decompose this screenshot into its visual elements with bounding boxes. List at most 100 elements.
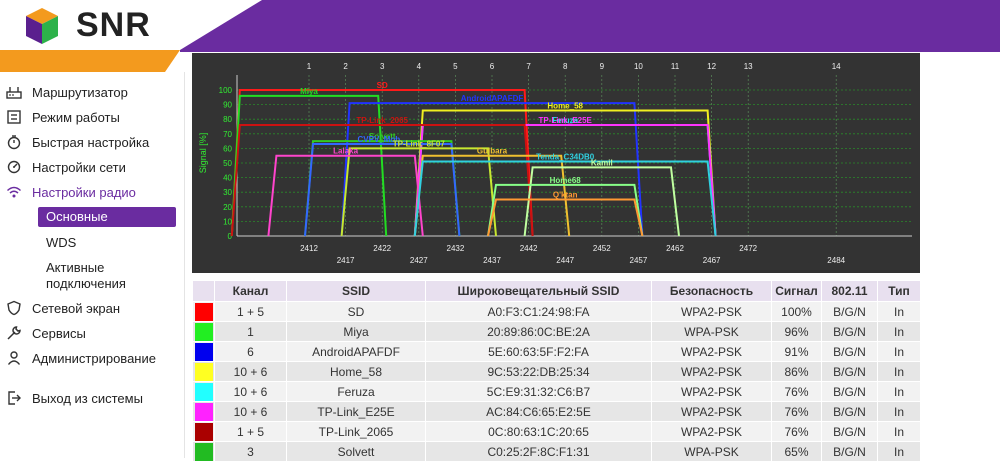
sidebar-item-label: Маршрутизатор xyxy=(32,84,128,100)
network-signal-curve xyxy=(487,183,644,237)
cell-signal: 65% xyxy=(771,441,822,462)
cell-signal: 76% xyxy=(771,401,822,422)
cell-signal: 96% xyxy=(771,321,822,342)
cell-type: In xyxy=(877,361,921,382)
channel-tick-label: 9 xyxy=(600,62,605,71)
sidebar-item-logout[interactable]: Выход из системы xyxy=(0,386,184,410)
freq-tick-label: 2422 xyxy=(373,244,391,253)
freq-tick-label: 2484 xyxy=(827,256,845,265)
col-header-ssid[interactable]: SSID xyxy=(286,280,426,302)
cell-type: In xyxy=(877,421,921,442)
color-swatch xyxy=(194,382,213,401)
table-row[interactable]: 10 + 6 Feruza 5C:E9:31:32:C6:B7 WPA2-PSK 76%… xyxy=(192,381,921,402)
network-ssid-label: Lalaka xyxy=(333,147,358,156)
network-ssid-label: AndroidAPAFDF xyxy=(461,94,524,103)
y-tick-label: 20 xyxy=(223,203,232,212)
sidebar-subitem-active-connections[interactable]: Активные подключения xyxy=(38,260,176,294)
freq-tick-label: 2432 xyxy=(447,244,465,253)
cell-ssid: Home_58 xyxy=(286,361,426,382)
freq-tick-label: 2437 xyxy=(483,256,501,265)
cell-bssid: 20:89:86:0C:BE:2A xyxy=(425,321,652,342)
network-ssid-label: Kamil xyxy=(591,158,613,167)
table-row[interactable]: 10 + 6 TP-Link_E25E AC:84:C6:65:E2:5E WPA2-… xyxy=(192,401,921,422)
cell-signal: 76% xyxy=(771,421,822,442)
table-row[interactable]: 1 + 5 TP-Link_2065 0C:80:63:1C:20:65 WPA2-P… xyxy=(192,421,921,442)
table-row[interactable]: 1 + 5 SD A0:F3:C1:24:98:FA WPA2-PSK 100% B/G/… xyxy=(192,301,921,322)
channel-tick-label: 1 xyxy=(307,62,312,71)
freq-tick-label: 2442 xyxy=(520,244,538,253)
network-ssid-label: TP-Link_E25E xyxy=(539,116,593,125)
network-ssid-label: CVPV_Mob... xyxy=(358,135,407,144)
cell-ssid: Solvett xyxy=(286,441,426,462)
y-tick-label: 10 xyxy=(223,217,232,226)
col-header-bssid[interactable]: Широковещательный SSID xyxy=(425,280,652,302)
col-header-security[interactable]: Безопасность xyxy=(651,280,772,302)
network-signal-curve xyxy=(413,160,717,237)
table-row[interactable]: 6 AndroidAPAFDF 5E:60:63:5F:F2:FA WPA2-PSK 9… xyxy=(192,341,921,362)
row-color-swatch xyxy=(192,441,215,462)
network-ssid-label: Miya xyxy=(300,87,318,96)
freq-tick-label: 2412 xyxy=(300,244,318,253)
cell-mode: B/G/N xyxy=(821,421,878,442)
sidebar-item-mode[interactable]: Режим работы xyxy=(0,105,184,129)
color-swatch xyxy=(194,442,213,461)
sidebar-subitem-basic[interactable]: Основные xyxy=(38,207,176,227)
y-tick-label: 80 xyxy=(223,115,232,124)
channel-tick-label: 8 xyxy=(563,62,568,71)
channel-tick-label: 11 xyxy=(671,62,680,71)
header-background xyxy=(0,0,1000,72)
col-header-mode[interactable]: 802.11 xyxy=(821,280,878,302)
stopwatch-icon xyxy=(7,135,21,150)
network-signal-curve xyxy=(523,166,680,237)
sidebar-item-router[interactable]: Маршрутизатор xyxy=(0,80,184,104)
col-header-type[interactable]: Тип xyxy=(877,280,921,302)
color-swatch xyxy=(194,422,213,441)
sidebar-subitem-wds[interactable]: WDS xyxy=(38,234,176,252)
network-ssid-label: Tenda_C34DB0 xyxy=(536,153,595,162)
sidebar-item-label: Быстрая настройка xyxy=(32,134,150,150)
row-color-swatch xyxy=(192,401,215,422)
cell-security: WPA2-PSK xyxy=(651,341,772,362)
cell-type: In xyxy=(877,441,921,462)
sidebar-item-network-settings[interactable]: Настройки сети xyxy=(0,155,184,179)
cell-ssid: Feruza xyxy=(286,381,426,402)
y-tick-label: 40 xyxy=(223,174,232,183)
cell-bssid: AC:84:C6:65:E2:5E xyxy=(425,401,652,422)
mode-icon xyxy=(7,110,21,124)
col-header-signal[interactable]: Сигнал xyxy=(771,280,822,302)
freq-tick-label: 2457 xyxy=(630,256,648,265)
sidebar-item-radio-settings[interactable]: Настройки радио xyxy=(0,180,184,204)
sidebar-item-services[interactable]: Сервисы xyxy=(0,321,184,345)
freq-tick-label: 2417 xyxy=(337,256,355,265)
cell-mode: B/G/N xyxy=(821,301,878,322)
sidebar-item-quick-setup[interactable]: Быстрая настройка xyxy=(0,130,184,154)
cell-channel: 3 xyxy=(214,441,287,462)
table-row[interactable]: 3 Solvett C0:25:2F:8C:F1:31 WPA-PSK 65% B/G/N… xyxy=(192,441,921,462)
color-swatch xyxy=(194,362,213,381)
channel-tick-label: 3 xyxy=(380,62,385,71)
col-header-channel[interactable]: Канал xyxy=(214,280,287,302)
table-row[interactable]: 1 Miya 20:89:86:0C:BE:2A WPA-PSK 96% B/G/N In xyxy=(192,321,921,342)
row-color-swatch xyxy=(192,381,215,402)
cell-signal: 86% xyxy=(771,361,822,382)
channel-tick-label: 4 xyxy=(417,62,422,71)
cell-bssid: 5E:60:63:5F:F2:FA xyxy=(425,341,652,362)
channel-tick-label: 5 xyxy=(453,62,458,71)
sidebar-subitem-label: Основные xyxy=(46,209,108,224)
brand-name: SNR xyxy=(76,6,151,44)
cell-type: In xyxy=(877,341,921,362)
sidebar-item-administration[interactable]: Администрирование xyxy=(0,346,184,370)
cell-ssid: TP-Link_2065 xyxy=(286,421,426,442)
y-tick-label: 100 xyxy=(219,86,233,95)
table-row[interactable]: 10 + 6 Home_58 9C:53:22:DB:25:34 WPA2-PSK 86… xyxy=(192,361,921,382)
color-swatch xyxy=(194,322,213,341)
brand-logo: SNR xyxy=(24,4,154,48)
color-swatch xyxy=(194,302,213,321)
cell-security: WPA2-PSK xyxy=(651,381,772,402)
network-signal-curve xyxy=(340,147,497,237)
networks-table: Канал SSID Широковещательный SSID Безопа… xyxy=(192,280,921,462)
sidebar-item-firewall[interactable]: Сетевой экран xyxy=(0,296,184,320)
channel-tick-label: 2 xyxy=(343,62,348,71)
cell-type: In xyxy=(877,321,921,342)
